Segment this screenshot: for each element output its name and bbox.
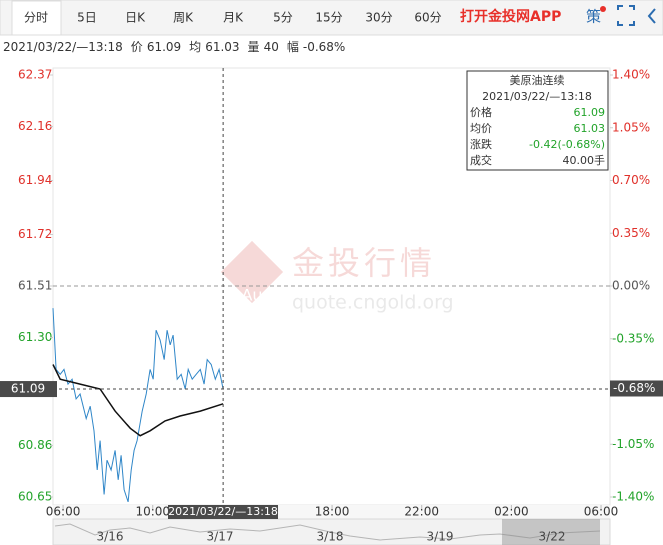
info-item: 量	[248, 40, 260, 54]
info-item: 61.09	[147, 40, 181, 54]
y2-tick-label: 1.05%	[612, 120, 650, 134]
y2-tick-label: 1.40%	[612, 68, 650, 82]
y-tick-label: 61.72	[18, 227, 52, 241]
tooltip-value: -0.42(-0.68%)	[529, 138, 605, 151]
navigator-labels: 3/16 3/17 3/18 3/19 3/22	[97, 530, 566, 544]
navigator-label: 3/22	[539, 530, 566, 544]
tooltip-box	[466, 70, 609, 171]
info-item: 幅	[287, 39, 299, 54]
y2-tick-label: -1.40%	[612, 490, 654, 504]
badge	[600, 6, 606, 12]
y2-tick-label: -1.05%	[612, 437, 654, 451]
x-tick-label: 18:00	[315, 505, 350, 519]
info-item: 61.03	[205, 40, 239, 54]
tabs: 分时 5日 日K 周K 月K 5分 15分 30分 60分	[11, 0, 442, 36]
tooltip-value: 40.00手	[563, 153, 606, 167]
watermark-name: 金投行情	[292, 244, 436, 282]
y2-tick-label: 0.70%	[612, 173, 650, 187]
y-tick-label: 62.37	[18, 68, 52, 82]
tooltip: 美原油连续 2021/03/22/—13:18 价格 61.09 均价 61.03 涨跌 -0…	[466, 70, 609, 171]
tab[interactable]: 60分	[414, 11, 441, 25]
y-tick-label: 61.94	[18, 173, 52, 187]
watermark-site: quote.cngold.org	[292, 292, 454, 314]
info-item: 40	[264, 40, 279, 54]
x-tick-label: 22:00	[404, 505, 439, 519]
cursor-y2-box	[610, 380, 663, 397]
y-tick-label: 61.30	[18, 330, 52, 344]
x-tick-label: 10:00	[135, 505, 170, 519]
navigator-line	[54, 523, 601, 541]
tab[interactable]: 分时	[24, 11, 48, 25]
series-line	[52, 308, 224, 503]
navigator-label: 3/19	[427, 530, 454, 544]
tab[interactable]: 月K	[223, 11, 244, 25]
collapse-icon[interactable]	[647, 8, 656, 24]
x-tick-label: 02:00	[494, 505, 529, 519]
series-line	[52, 364, 224, 437]
info-item: 价	[131, 40, 143, 54]
plot: 62.37 62.16 61.94 61.72 61.51 61.30 60.86 60.65…	[0, 68, 663, 519]
watermark-logo: Au	[241, 286, 262, 305]
y-tick-label: 61.51	[18, 279, 52, 293]
cursor-y-box	[0, 381, 57, 398]
info-item: -0.68%	[303, 40, 345, 54]
y-tick-label: 60.65	[18, 490, 52, 504]
tab[interactable]: 日K	[125, 11, 146, 25]
tab[interactable]: 5分	[273, 11, 293, 25]
info-line: 2021/03/22/—13:18 价 61.09 均 61.03 量 40 幅 -0.68%	[3, 39, 345, 54]
strategy-button[interactable]: 策	[586, 8, 601, 26]
info-item: 均	[189, 40, 201, 54]
tab-bar	[0, 0, 663, 36]
tooltip-time: 2021/03/22/—13:18	[482, 90, 592, 103]
tab[interactable]: 15分	[315, 11, 342, 25]
x-tick-label: 06:00	[584, 505, 619, 519]
info-item: 2021/03/22/—13:18	[3, 40, 123, 54]
tooltip-value: 61.03	[574, 122, 606, 135]
navigator-label: 3/16	[97, 530, 124, 544]
tooltip-key: 涨跌	[470, 137, 492, 151]
y-tick-label: 60.86	[18, 438, 52, 452]
x-tick-label: 06:00	[46, 505, 81, 519]
y2-tick-label: 0.00%	[612, 279, 650, 293]
navigator-label: 3/17	[207, 530, 234, 544]
navigator-window[interactable]	[502, 519, 600, 545]
tooltip-key: 价格	[470, 105, 492, 119]
watermark: Au 金投行情 quote.cngold.org	[220, 240, 454, 314]
y2-tick-label: -0.35%	[612, 331, 654, 345]
tab[interactable]: 5日	[77, 11, 97, 25]
cursor-x-box	[168, 505, 278, 519]
tooltip-value: 61.09	[574, 106, 606, 119]
y-tick-label: 62.16	[18, 119, 52, 133]
watermark-logo-shape	[220, 240, 284, 304]
active-tab	[11, 0, 62, 36]
cursor-y2-label: -0.68%	[613, 381, 655, 395]
fullscreen-icon[interactable]	[617, 5, 635, 26]
tab[interactable]: 周K	[173, 11, 194, 25]
tooltip-key: 均价	[470, 122, 492, 135]
tooltip-key: 成交	[470, 153, 492, 167]
y2-tick-label: 0.35%	[612, 226, 650, 240]
tab[interactable]: 30分	[365, 11, 392, 25]
cursor-y-label: 61.09	[11, 382, 45, 396]
app-link[interactable]: 打开金投网APP	[460, 8, 561, 25]
tooltip-title: 美原油连续	[510, 73, 565, 87]
cursor-x-label: 2021/03/22/—13:18	[168, 505, 278, 518]
navigator-label: 3/18	[317, 530, 344, 544]
